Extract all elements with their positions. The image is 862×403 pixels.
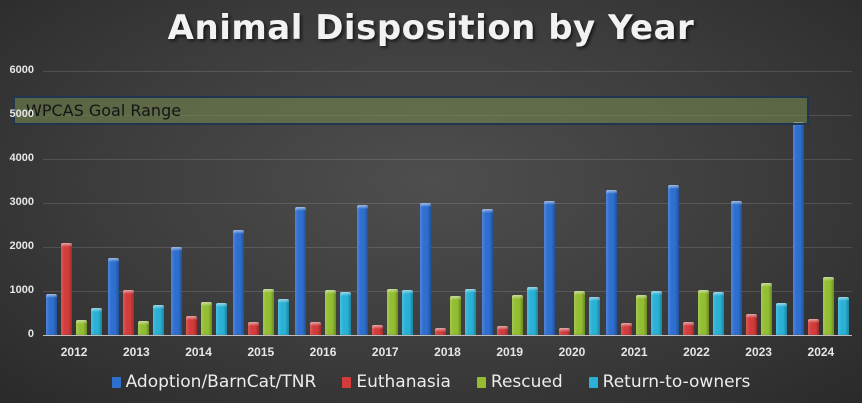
x-axis-line — [43, 335, 852, 336]
y-tick-label: 1000 — [9, 284, 34, 296]
bar-return-to-owners-2023 — [775, 302, 787, 335]
bar-rescued-2013 — [138, 320, 150, 335]
legend-item: Rescued — [476, 372, 563, 392]
legend-swatch-icon — [588, 376, 598, 388]
bar-return-to-owners-2014 — [215, 302, 227, 335]
x-tick-label: 2013 — [122, 345, 150, 359]
y-tick-label: 5000 — [9, 108, 34, 120]
chart-title: Animal Disposition by Year — [167, 8, 695, 48]
bar-rescued-2023 — [760, 283, 772, 335]
bar-adoption-barncat-tnr-2020 — [543, 201, 555, 335]
bar-rescued-2017 — [387, 289, 399, 335]
bar-return-to-owners-2015 — [277, 299, 289, 335]
bar-adoption-barncat-tnr-2013 — [108, 258, 120, 335]
y-tick-label: 6000 — [9, 64, 34, 76]
x-tick-label: 2020 — [558, 345, 586, 359]
bar-euthanasia-2022 — [683, 322, 695, 335]
bar-adoption-barncat-tnr-2014 — [170, 247, 182, 335]
bar-adoption-barncat-tnr-2024 — [792, 121, 804, 335]
bar-euthanasia-2015 — [247, 322, 259, 335]
bar-adoption-barncat-tnr-2012 — [46, 294, 58, 335]
bar-return-to-owners-2020 — [588, 297, 600, 335]
bar-rescued-2016 — [325, 290, 337, 335]
bar-euthanasia-2021 — [621, 323, 633, 335]
x-tick-label: 2024 — [807, 345, 835, 359]
legend-swatch-icon — [342, 376, 352, 388]
bar-return-to-owners-2018 — [464, 288, 476, 335]
x-tick-label: 2012 — [60, 345, 88, 359]
bar-euthanasia-2017 — [372, 325, 384, 335]
x-tick-label: 2015 — [247, 345, 275, 359]
bar-euthanasia-2013 — [123, 290, 135, 335]
legend-swatch-icon — [476, 376, 486, 388]
x-tick-label: 2018 — [434, 345, 461, 359]
gridline — [43, 203, 852, 204]
legend-item: Adoption/BarnCat/TNR — [111, 372, 317, 392]
legend-swatch-icon — [111, 376, 121, 388]
bar-return-to-owners-2024 — [837, 296, 849, 335]
bar-return-to-owners-2012 — [91, 308, 103, 335]
legend: Adoption/BarnCat/TNR Euthanasia Rescued Ret… — [0, 372, 862, 392]
legend-label: Rescued — [490, 372, 563, 392]
bar-euthanasia-2012 — [61, 243, 73, 335]
bar-adoption-barncat-tnr-2021 — [606, 189, 618, 335]
bar-rescued-2020 — [573, 291, 585, 335]
goal-range-label: WPCAS Goal Range — [26, 101, 182, 120]
x-tick-label: 2021 — [620, 345, 648, 359]
goal-range-band: WPCAS Goal Range — [13, 96, 809, 125]
bar-euthanasia-2014 — [185, 316, 197, 335]
y-tick-label: 3000 — [9, 196, 34, 208]
bar-rescued-2019 — [511, 295, 523, 335]
bar-adoption-barncat-tnr-2019 — [481, 208, 493, 335]
gridline — [43, 71, 852, 72]
bar-return-to-owners-2017 — [402, 290, 414, 335]
bar-return-to-owners-2016 — [340, 291, 352, 335]
y-tick-label: 4000 — [9, 152, 34, 164]
legend-item: Euthanasia — [342, 372, 451, 392]
bar-return-to-owners-2022 — [713, 291, 725, 335]
bar-euthanasia-2019 — [496, 326, 508, 335]
legend-item: Return-to-owners — [588, 372, 751, 392]
bar-return-to-owners-2021 — [651, 291, 663, 335]
bar-rescued-2018 — [449, 296, 461, 335]
x-tick-label: 2019 — [496, 345, 524, 359]
legend-label: Euthanasia — [356, 372, 451, 392]
bar-return-to-owners-2013 — [153, 305, 165, 335]
bar-return-to-owners-2019 — [526, 287, 538, 335]
x-tick-label: 2023 — [745, 345, 772, 359]
bar-euthanasia-2018 — [434, 327, 446, 335]
x-tick-label: 2016 — [309, 345, 337, 359]
bar-rescued-2024 — [822, 276, 834, 335]
bar-euthanasia-2020 — [558, 328, 570, 335]
y-tick-label: 2000 — [9, 240, 34, 252]
bar-adoption-barncat-tnr-2023 — [730, 201, 742, 335]
bar-euthanasia-2024 — [807, 318, 819, 335]
x-tick-label: 2022 — [683, 345, 710, 359]
bar-adoption-barncat-tnr-2016 — [295, 206, 307, 335]
gridline — [43, 247, 852, 248]
bar-rescued-2021 — [636, 294, 648, 335]
legend-label: Adoption/BarnCat/TNR — [125, 372, 317, 392]
bar-rescued-2014 — [200, 302, 212, 335]
bar-adoption-barncat-tnr-2017 — [357, 204, 369, 335]
bar-rescued-2012 — [76, 320, 88, 335]
x-tick-label: 2014 — [185, 345, 212, 359]
bar-rescued-2022 — [698, 290, 710, 335]
legend-label: Return-to-owners — [602, 372, 751, 392]
gridline — [43, 291, 852, 292]
y-tick-label: 0 — [27, 328, 34, 340]
bar-adoption-barncat-tnr-2018 — [419, 203, 431, 335]
gridline — [43, 159, 852, 160]
x-tick-label: 2017 — [371, 345, 399, 359]
bar-adoption-barncat-tnr-2022 — [668, 185, 680, 335]
bar-euthanasia-2016 — [310, 322, 322, 335]
bar-rescued-2015 — [262, 289, 274, 335]
bar-euthanasia-2023 — [745, 314, 757, 335]
bar-adoption-barncat-tnr-2015 — [232, 229, 244, 335]
